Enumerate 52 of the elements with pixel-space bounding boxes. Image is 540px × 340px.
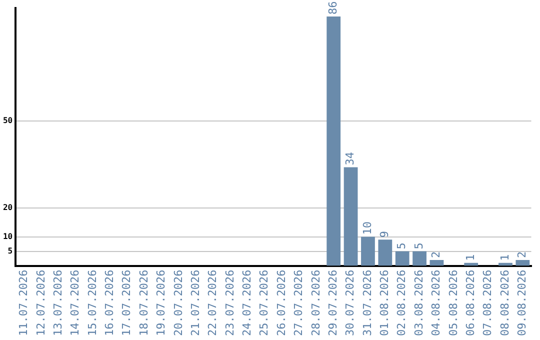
x-tick-label: 04.08.2026: [430, 270, 443, 336]
data-label: 10: [360, 222, 374, 235]
bar: [326, 16, 341, 266]
x-tick-label: 12.07.2026: [34, 270, 48, 336]
x-tick-label: 14.07.2026: [68, 270, 82, 336]
x-tick-label: 05.08.2026: [446, 270, 460, 336]
x-tick-label: 01.08.2026: [378, 270, 392, 336]
bar: [516, 260, 530, 266]
x-tick-label: 11.07.2026: [17, 270, 30, 336]
x-tick-label: 22.07.2026: [206, 270, 220, 336]
data-label: 86: [326, 1, 340, 14]
x-tick-label: 07.08.2026: [481, 270, 494, 336]
y-tick-label: 10: [2, 232, 13, 241]
x-tick-label: 20.07.2026: [172, 270, 185, 336]
data-label: 1: [498, 254, 512, 261]
y-tick-label: 20: [2, 202, 13, 212]
bar: [378, 240, 392, 266]
x-tick-label: 19.07.2026: [154, 270, 168, 336]
x-tick-label: 28.07.2026: [309, 270, 322, 336]
x-tick-label: 08.08.2026: [498, 270, 512, 336]
bar: [412, 251, 426, 266]
x-tick-label: 03.08.2026: [412, 270, 426, 336]
x-tick-label: 26.07.2026: [274, 270, 288, 336]
x-tick-label: 16.07.2026: [103, 270, 116, 336]
y-tick-label: 50: [2, 116, 13, 125]
data-label: 5: [395, 242, 408, 250]
data-label: 9: [378, 231, 392, 238]
bar: [395, 251, 410, 266]
x-tick-label: 21.07.2026: [188, 270, 202, 336]
x-tick-label: 31.07.2026: [360, 270, 374, 336]
x-tick-label: 18.07.2026: [137, 270, 150, 336]
bar: [344, 167, 358, 266]
x-tick-label: 27.07.2026: [292, 270, 306, 336]
x-tick-label: 02.08.2026: [395, 270, 408, 336]
x-tick-label: 06.08.2026: [464, 270, 477, 336]
y-tick-label: 5: [8, 246, 13, 256]
bar: [430, 260, 444, 266]
x-tick-label: 09.08.2026: [516, 270, 529, 336]
data-label: 5: [412, 242, 426, 250]
x-tick-label: 30.07.2026: [344, 270, 357, 336]
x-tick-label: 15.07.2026: [86, 270, 99, 336]
x-tick-label: 24.07.2026: [240, 270, 254, 336]
data-label: 1: [464, 254, 477, 261]
data-label: 2: [430, 251, 443, 258]
x-tick-label: 25.07.2026: [258, 270, 271, 336]
data-label: 2: [516, 251, 529, 258]
data-label: 34: [344, 152, 357, 166]
bar: [361, 236, 375, 266]
x-tick-label: 29.07.2026: [326, 270, 340, 336]
x-tick-label: 23.07.2026: [223, 270, 236, 336]
x-tick-label: 13.07.2026: [51, 270, 64, 336]
x-tick-label: 17.07.2026: [120, 270, 134, 336]
